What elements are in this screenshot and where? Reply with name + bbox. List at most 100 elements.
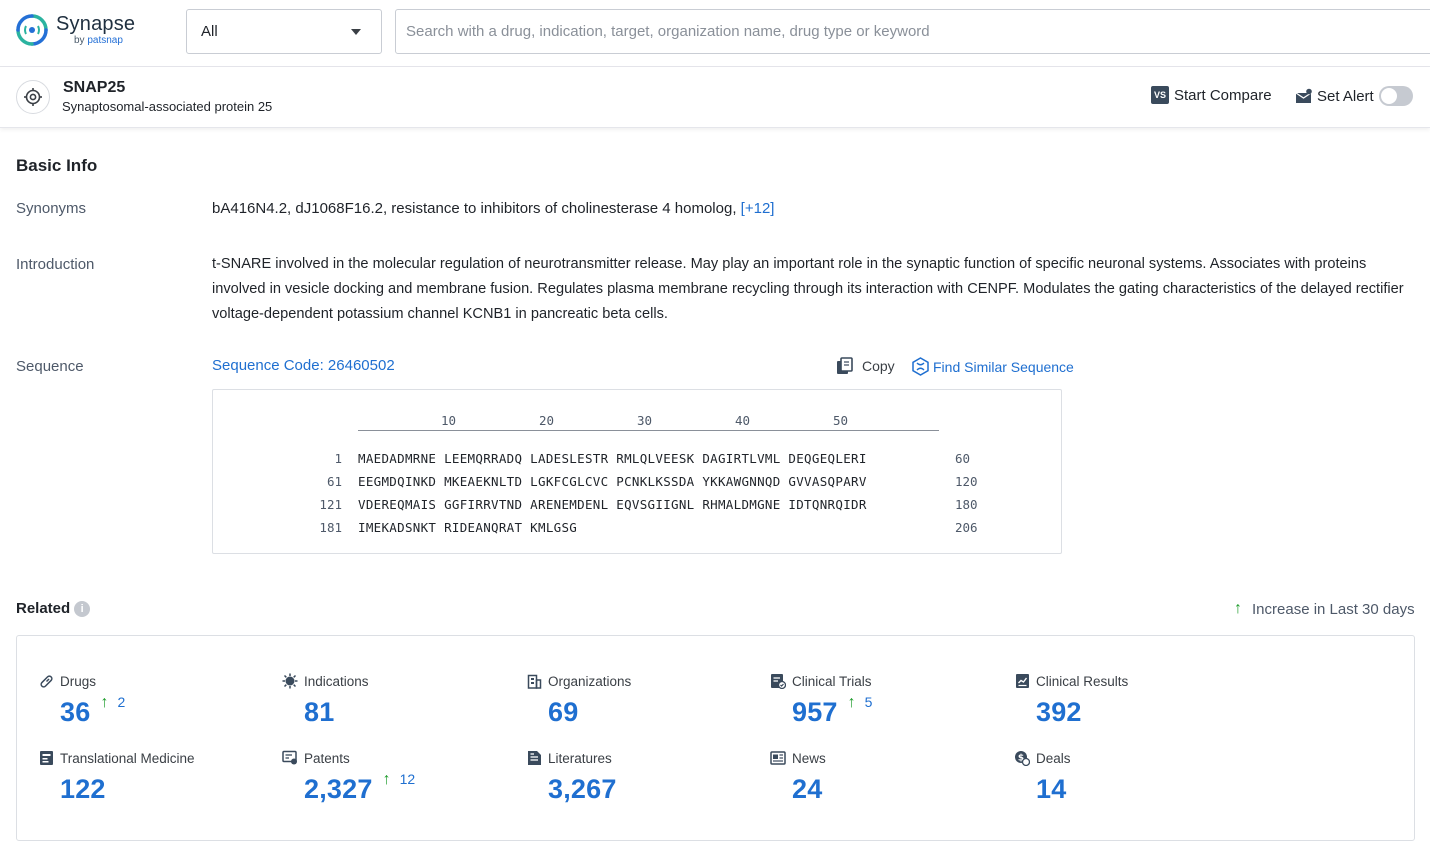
synonyms-more-link[interactable]: [+12] [741,200,775,217]
building-icon [526,673,542,689]
stat-label: Translational Medicine [60,751,195,766]
stat-clinical-results[interactable]: Clinical Results 392 [1014,673,1254,728]
virus-icon [282,673,298,689]
stat-literatures[interactable]: Literatures 3,267 [526,750,766,805]
stat-increase-value: 2 [117,694,125,710]
sequence-row: 181 IMEKADSNKT RIDEANQRAT KMLGSG 206 [213,520,1063,538]
stat-increase-value: 5 [865,694,873,710]
ruler-tick: 20 [539,413,554,428]
target-icon [16,80,50,114]
related-title-text: Related [16,600,70,617]
synonyms-label: Synonyms [16,200,86,217]
synapse-logo[interactable]: Synapse by patsnap [14,12,135,48]
stat-label: Drugs [60,674,96,689]
toggle-knob [1381,88,1397,104]
search-input[interactable] [395,9,1430,54]
info-icon[interactable]: i [74,601,90,617]
document-icon [526,750,542,766]
increase-legend-text: Increase in Last 30 days [1252,601,1415,618]
logo-brand: patsnap [87,35,123,46]
start-compare-button[interactable]: VS Start Compare [1151,86,1272,104]
logo-by-text: by [74,35,85,46]
stat-value: 957 [792,697,838,728]
stat-value: 3,267 [548,774,617,805]
find-similar-sequence-button[interactable]: Find Similar Sequence [911,357,1074,376]
stat-value: 81 [304,697,334,728]
flask-doc-icon [38,750,54,766]
sequence-row-start: 181 [319,520,342,535]
stat-value: 24 [792,774,822,805]
arrow-up-icon: ↑ [100,694,108,712]
stat-label: Literatures [548,751,612,766]
sequence-row-end: 120 [955,474,978,489]
arrow-up-icon: ↑ [383,771,391,789]
sequence-row-start: 61 [327,474,342,489]
ruler-tick: 30 [637,413,652,428]
copy-label: Copy [862,358,895,374]
search-scope-value: All [201,23,218,40]
sequence-row-end: 206 [955,520,978,535]
stat-increase: ↑5 [848,694,873,712]
stat-label: Organizations [548,674,631,689]
increase-legend: ↑ Increase in Last 30 days [1234,600,1415,618]
sequence-row-residues: IMEKADSNKT RIDEANQRAT KMLGSG [358,520,577,535]
pill-icon [38,673,54,689]
stat-translational-medicine[interactable]: Translational Medicine 122 [38,750,278,805]
stat-label: Indications [304,674,369,689]
stat-deals[interactable]: $ Deals 14 [1014,750,1254,805]
search-scope-select[interactable]: All [186,9,382,54]
sequence-row-residues: EEGMDQINKD MKEAEKNLTD LGKFCGLCVC PCNKLKS… [358,474,867,489]
caret-down-icon [351,29,361,35]
stat-value: 69 [548,697,578,728]
arrow-up-icon: ↑ [1234,600,1242,618]
target-symbol: SNAP25 [63,79,125,97]
ruler-tick: 40 [735,413,750,428]
stat-drugs[interactable]: Drugs 36 ↑2 [38,673,278,728]
alert-toggle[interactable] [1379,86,1413,106]
stat-patents[interactable]: Patents 2,327 ↑12 [282,750,522,805]
basic-info-title: Basic Info [16,156,97,176]
target-full-name: Synaptosomal-associated protein 25 [62,99,272,114]
patent-icon [282,750,298,766]
stat-label: Clinical Results [1036,674,1128,689]
start-compare-label: Start Compare [1174,87,1272,104]
arrow-up-icon: ↑ [848,694,856,712]
ruler-tick: 10 [441,413,456,428]
similar-sequence-icon [911,357,930,376]
related-title: Related i [16,600,90,617]
stat-value: 36 [60,697,90,728]
sequence-row-residues: VDEREQMAIS GGFIRRVTND ARENEMDENL EQVSGII… [358,497,867,512]
synonyms-text: bA416N4.2, dJ1068F16.2, resistance to in… [212,200,737,217]
introduction-text: t-SNARE involved in the molecular regula… [212,252,1412,327]
set-alert-control[interactable]: Set Alert [1295,86,1413,106]
sequence-row-residues: MAEDADMRNE LEEMQRRADQ LADESLESTR RMLQLVE… [358,451,867,466]
stat-value: 122 [60,774,106,805]
ruler-tick: 50 [833,413,848,428]
stat-label: Clinical Trials [792,674,872,689]
stat-news[interactable]: News 24 [770,750,1010,805]
top-bar: Synapse by patsnap All [0,0,1430,67]
stat-increase: ↑2 [100,694,125,712]
sequence-row: 121 VDEREQMAIS GGFIRRVTND ARENEMDENL EQV… [213,497,1063,515]
sequence-code-link[interactable]: Sequence Code: 26460502 [212,357,395,374]
sequence-row: 61 EEGMDQINKD MKEAEKNLTD LGKFCGLCVC PCNK… [213,474,1063,492]
chart-doc-icon [1014,673,1030,689]
copy-sequence-button[interactable]: Copy [836,357,895,375]
stat-label: News [792,751,826,766]
set-alert-label: Set Alert [1317,88,1374,105]
ruler-line [358,430,939,431]
sequence-row: 1 MAEDADMRNE LEEMQRRADQ LADESLESTR RMLQL… [213,451,1063,469]
stat-clinical-trials[interactable]: Clinical Trials 957 ↑5 [770,673,1010,728]
stat-increase: ↑12 [383,771,416,789]
sequence-viewer: 10 20 30 40 50 1 MAEDADMRNE LEEMQRRADQ L… [212,389,1062,554]
stat-value: 14 [1036,774,1066,805]
sequence-row-end: 60 [955,451,970,466]
vs-icon: VS [1151,86,1169,104]
logo-name: Synapse [56,14,135,34]
stat-value: 2,327 [304,774,373,805]
target-header: SNAP25 Synaptosomal-associated protein 2… [0,67,1430,128]
stat-organizations[interactable]: Organizations 69 [526,673,766,728]
stat-indications[interactable]: Indications 81 [282,673,522,728]
stat-label: Deals [1036,751,1071,766]
logo-by: by patsnap [74,36,135,46]
